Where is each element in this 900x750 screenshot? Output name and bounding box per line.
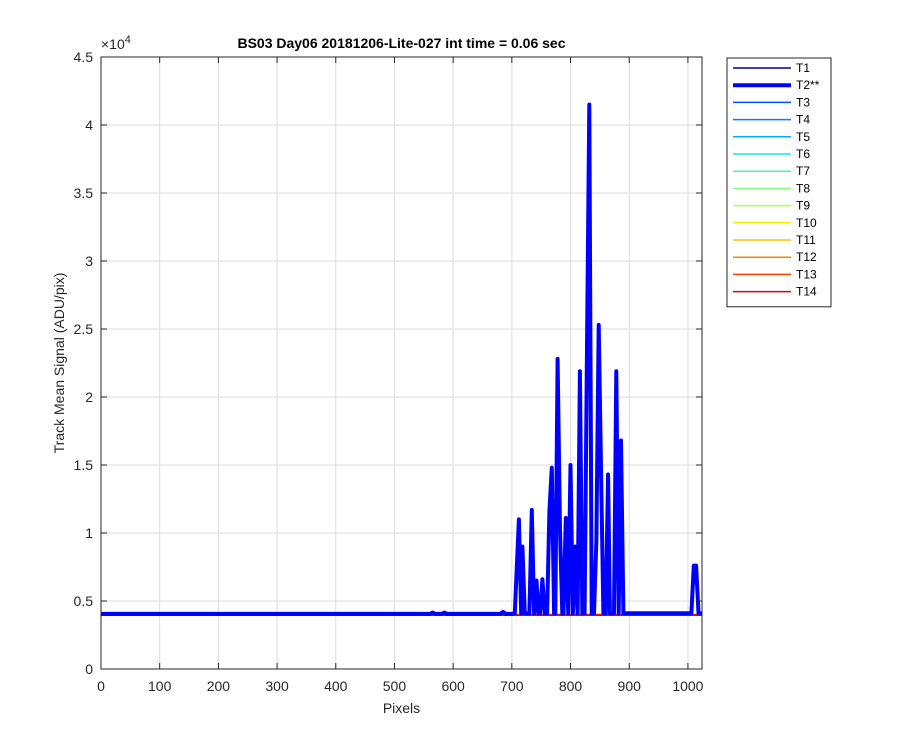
y-tick-label: 2.5 — [74, 321, 94, 337]
legend-label: T14 — [796, 285, 817, 299]
chart-title: BS03 Day06 20181206-Lite-027 int time = … — [237, 35, 565, 51]
x-tick-label: 500 — [383, 678, 407, 694]
legend-label: T9 — [796, 199, 810, 213]
legend-box — [726, 57, 832, 308]
x-tick-label: 600 — [441, 678, 465, 694]
plot-frame — [100, 56, 703, 670]
legend-label: T2** — [796, 78, 820, 92]
y-axis: 0 0.5 1 1.5 2 2.5 3 3.5 4 4.5 — [74, 49, 702, 677]
y-tick-label: 3.5 — [74, 185, 94, 201]
x-tick-label: 300 — [265, 678, 289, 694]
y-tick-label: 3 — [85, 253, 93, 269]
y-tick-label: 1 — [85, 525, 93, 541]
x-tick-label: 700 — [500, 678, 524, 694]
legend-label: T11 — [796, 233, 816, 247]
x-tick-label: 800 — [559, 678, 583, 694]
legend-label: T1 — [796, 61, 810, 75]
y-exponent-power: 4 — [125, 34, 131, 46]
y-axis-label: Track Mean Signal (ADU/pix) — [51, 273, 67, 454]
series-line-t2 — [101, 102, 702, 616]
x-tick-label: 1000 — [672, 678, 703, 694]
legend-label: T3 — [796, 95, 810, 109]
x-tick-label: 400 — [324, 678, 348, 694]
y-tick-label: 0 — [85, 661, 93, 677]
x-tick-label: 100 — [148, 678, 172, 694]
x-tick-label: 0 — [97, 678, 105, 694]
legend-label: T10 — [796, 216, 817, 230]
legend-label: T6 — [796, 147, 810, 161]
y-exponent-label: ×104 — [101, 34, 131, 52]
x-axis-label: Pixels — [383, 700, 420, 716]
y-tick-label: 1.5 — [74, 457, 94, 473]
series-layer — [101, 102, 702, 617]
y-tick-label: 4 — [85, 117, 93, 133]
y-tick-label: 4.5 — [74, 49, 94, 65]
legend-label: T5 — [796, 130, 810, 144]
legend-label: T8 — [796, 181, 810, 195]
x-tick-label: 900 — [618, 678, 642, 694]
legend-label: T13 — [796, 267, 817, 281]
y-tick-label: 2 — [85, 389, 93, 405]
x-tick-label: 200 — [207, 678, 231, 694]
legend-label: T7 — [796, 164, 810, 178]
legend-label: T12 — [796, 250, 817, 264]
legend-label: T4 — [796, 113, 810, 127]
y-tick-label: 0.5 — [74, 593, 94, 609]
legend: T1 T2** T3 T4 T5 T6 T7 T8 T9 T10 T11 T12 T13 T14 — [726, 57, 832, 308]
y-exponent-base: ×10 — [101, 36, 125, 52]
x-axis: 0 100 200 300 400 500 600 700 800 900 1000 — [97, 57, 704, 694]
plot-area — [101, 57, 702, 669]
